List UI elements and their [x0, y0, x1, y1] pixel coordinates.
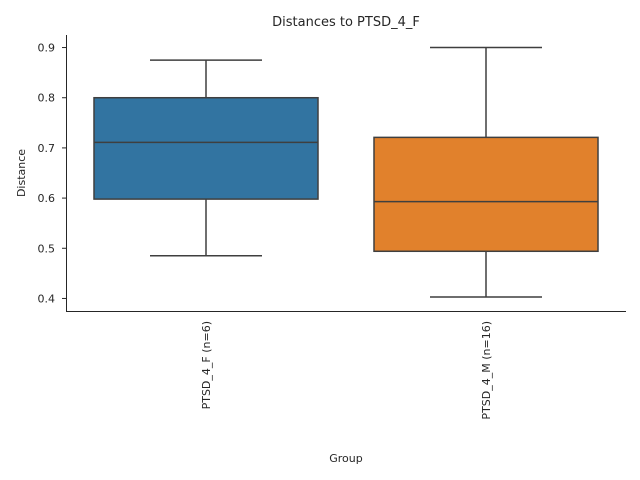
y-tick-label: 0.7 — [38, 142, 56, 155]
boxes-layer — [93, 46, 599, 298]
x-tick-labels: PTSD_4_F (n=6) PTSD_4_M (n=16) — [200, 321, 493, 420]
y-tick-label: 0.6 — [38, 192, 56, 205]
box-group — [373, 46, 599, 298]
x-tick-label: PTSD_4_F (n=6) — [200, 321, 213, 409]
box-iqr — [373, 136, 599, 253]
x-axis-label: Group — [329, 452, 363, 465]
y-tick-labels: 0.4 0.5 0.6 0.7 0.8 0.9 — [38, 42, 66, 305]
box-iqr — [93, 96, 319, 200]
box-group — [93, 59, 319, 257]
y-tick-label: 0.8 — [38, 92, 56, 105]
y-tick-label: 0.5 — [38, 242, 56, 255]
y-tick-label: 0.9 — [38, 42, 56, 55]
chart-title: Distances to PTSD_4_F — [272, 15, 420, 30]
y-tick-label: 0.4 — [38, 292, 56, 305]
y-axis-label: Distance — [15, 149, 28, 197]
x-tick-label: PTSD_4_M (n=16) — [480, 321, 493, 420]
